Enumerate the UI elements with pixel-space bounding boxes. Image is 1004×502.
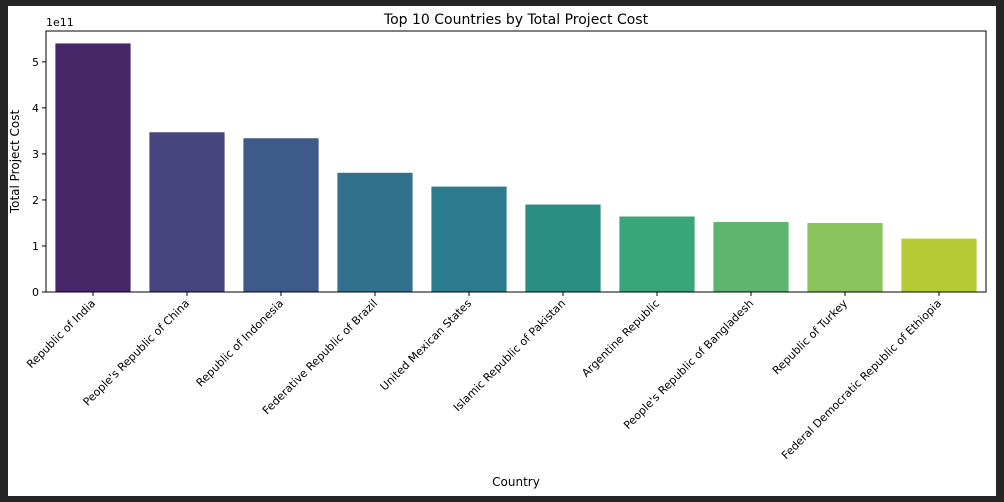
y-tick-label: 4 — [32, 102, 39, 115]
y-ticks-group: 0 1 2 3 4 5 — [32, 56, 46, 299]
plot-border — [45, 30, 987, 293]
bar-5 — [431, 186, 507, 292]
y-tick-label: 0 — [32, 286, 39, 299]
bar-6 — [525, 204, 601, 292]
bars-group — [55, 43, 977, 292]
bar-10 — [901, 238, 977, 292]
bar-3 — [243, 138, 319, 292]
x-axis-label: Country — [492, 475, 540, 489]
y-tick-label: 2 — [32, 194, 39, 207]
bar-2 — [149, 132, 225, 292]
x-tick-label: Republic of Turkey — [770, 297, 851, 378]
x-tick-label: Republic of Indonesia — [194, 297, 286, 389]
chart-title: Top 10 Countries by Total Project Cost — [383, 12, 649, 28]
bar-4 — [337, 172, 413, 292]
bar-8 — [713, 222, 789, 292]
chart-figure: Top 10 Countries by Total Project Cost 1… — [8, 6, 996, 496]
y-tick-label: 1 — [32, 240, 39, 253]
y-axis-label: Total Project Cost — [8, 110, 22, 215]
x-tick-label: Argentine Republic — [579, 297, 662, 380]
x-tick-label: People's Republic of China — [81, 297, 193, 409]
y-axis-offset-label: 1e11 — [46, 16, 74, 29]
x-tick-label: Federal Democratic Republic of Ethiopia — [779, 297, 944, 462]
x-tick-label: Republic of India — [24, 297, 98, 371]
bar-chart: Top 10 Countries by Total Project Cost 1… — [8, 12, 987, 489]
bar-9 — [807, 222, 883, 292]
y-tick-label: 5 — [32, 56, 39, 69]
bar-7 — [619, 216, 695, 292]
bar-1 — [55, 43, 131, 292]
x-tick-label: United Mexican States — [378, 297, 475, 394]
x-tick-label: Islamic Republic of Pakistan — [451, 297, 568, 414]
x-tick-label: Federative Republic of Brazil — [260, 297, 380, 417]
y-tick-label: 3 — [32, 148, 39, 161]
